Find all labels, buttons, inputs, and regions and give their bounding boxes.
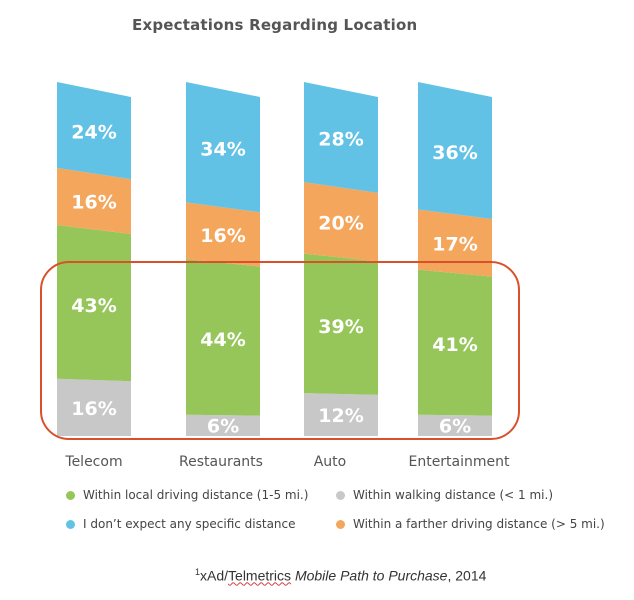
bar-segment — [418, 414, 492, 436]
segment-data-label: 34% — [200, 138, 245, 160]
bar-segment — [57, 225, 131, 382]
bar-segment — [186, 82, 260, 213]
chart-title: Expectations Regarding Location — [132, 16, 418, 34]
segment-data-label: 44% — [200, 329, 245, 351]
segment-data-label: 39% — [318, 316, 363, 338]
segment-data-label: 20% — [318, 213, 363, 235]
category-label: Auto — [314, 454, 347, 470]
source-year: , 2014 — [447, 567, 487, 584]
source-publication: Mobile Path to Purchase — [294, 567, 448, 584]
segment-data-label: 28% — [318, 129, 363, 151]
source-org-prefix: xAd/ — [200, 567, 229, 584]
bar-segment — [304, 393, 378, 436]
segment-data-label: 41% — [432, 334, 477, 356]
source-citation: 1xAd/Telmetrics Mobile Path to Purchase,… — [195, 567, 486, 584]
bar-segment — [186, 259, 260, 416]
legend-swatch — [66, 490, 75, 500]
bar-segment — [304, 182, 378, 262]
segment-data-label: 17% — [432, 234, 477, 256]
legend-item-no-specific: I don’t expect any specific distance — [66, 517, 296, 531]
legend-item-local-driving: Within local driving distance (1-5 mi.) — [66, 488, 308, 502]
bar-segment — [304, 253, 378, 395]
legend-label: Within local driving distance (1-5 mi.) — [83, 488, 309, 502]
segment-data-label: 16% — [200, 225, 245, 247]
legend-item-farther-driving: Within a farther driving distance (> 5 m… — [336, 517, 605, 531]
bar-segment — [57, 82, 131, 180]
bar-segment — [57, 167, 131, 234]
category-label: Restaurants — [179, 454, 263, 470]
segment-data-label: 6% — [207, 416, 239, 438]
bar-segment — [186, 414, 260, 436]
legend-swatch — [336, 490, 345, 500]
segment-data-label: 6% — [439, 416, 471, 438]
category-label: Telecom — [64, 454, 122, 470]
segment-data-label: 12% — [318, 405, 363, 427]
bar-segment — [304, 82, 378, 193]
segment-labels-group: 16% 43% 16% 24% 6% 44% 16% 34% 12% 39% 20% 28% 6% 41%… — [71, 122, 477, 438]
bars-group — [57, 82, 492, 436]
bar-segment — [57, 378, 131, 436]
footnote-marker: 1 — [195, 567, 201, 577]
segment-data-label: 43% — [71, 295, 116, 317]
legend-item-walking: Within walking distance (< 1 mi.) — [336, 488, 553, 502]
legend-swatch — [66, 519, 75, 529]
highlight-box — [40, 261, 520, 440]
legend-swatch — [336, 519, 345, 529]
bar-segment — [418, 82, 492, 220]
legend-label: Within walking distance (< 1 mi.) — [353, 488, 554, 502]
source-org-name: Telmetrics — [228, 567, 292, 584]
category-label: Entertainment — [408, 454, 510, 470]
bar-segment — [418, 209, 492, 277]
category-labels-group: Telecom Restaurants Auto Entertainment — [64, 454, 510, 470]
segment-data-label: 24% — [71, 122, 116, 144]
segment-data-label: 36% — [432, 142, 477, 164]
segment-data-label: 16% — [71, 398, 116, 420]
segment-data-label: 16% — [71, 192, 116, 214]
legend-label: Within a farther driving distance (> 5 m… — [353, 517, 605, 531]
bar-segment — [186, 202, 260, 267]
bar-segment — [418, 269, 492, 416]
legend-label: I don’t expect any specific distance — [83, 517, 296, 531]
